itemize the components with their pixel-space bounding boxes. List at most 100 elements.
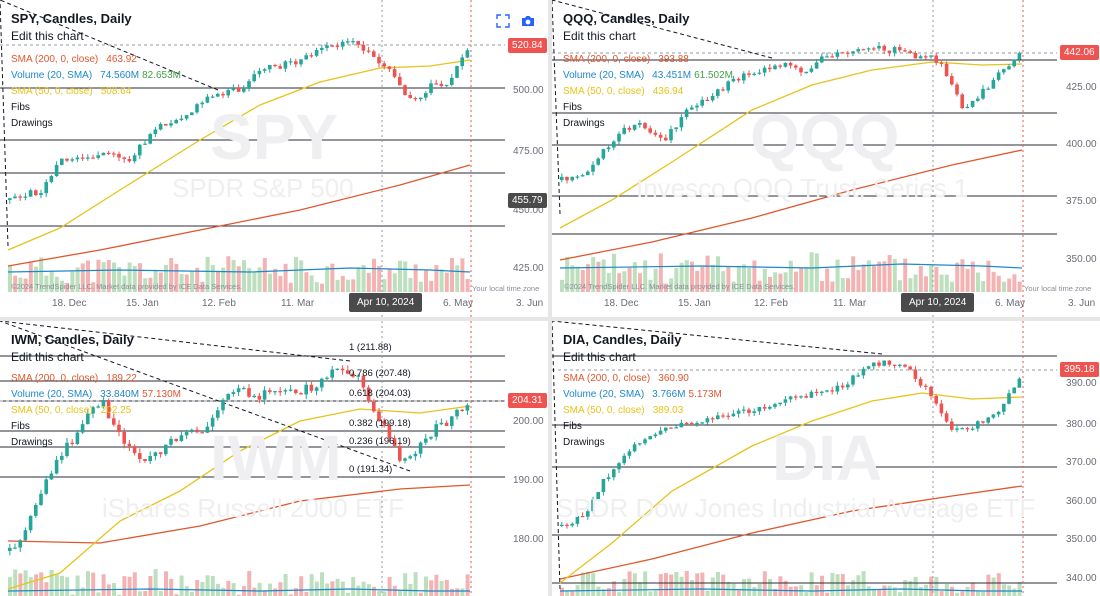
spy-volume-bar <box>200 281 205 292</box>
qqq-volume <box>559 252 1023 292</box>
qqq-volume-bar <box>705 255 710 292</box>
iwm-candle <box>413 453 418 457</box>
qqq-volume-bar <box>601 259 606 292</box>
iwm-legend-drawings[interactable]: Drawings <box>11 437 53 448</box>
dia-y-tick: 360.00 <box>1066 496 1097 507</box>
dia-volume-bar <box>612 581 616 596</box>
spy-candle <box>96 155 100 158</box>
qqq-volume-bar <box>996 275 1001 292</box>
spy-volume-bar <box>184 274 189 292</box>
spy-plot[interactable] <box>0 0 548 317</box>
iwm-volume-bar <box>34 574 38 596</box>
qqq-candle <box>856 49 860 52</box>
iwm-edit-chart-link[interactable]: Edit this chart <box>11 350 84 364</box>
spy-legend-sma50[interactable]: SMA (50, 0, close) 508.64 <box>11 86 132 97</box>
qqq-volume-bar <box>669 278 674 292</box>
dia-volume-bar <box>570 591 575 596</box>
iwm-last-price-tag: 204.31 <box>508 393 547 408</box>
chart-panel-dia[interactable]: DIA SPDR Dow Jones Industrial Average ET… <box>552 321 1100 596</box>
qqq-legend-fibs[interactable]: Fibs <box>563 102 582 113</box>
spy-volume-bar <box>424 270 428 292</box>
dia-candle <box>1007 393 1011 404</box>
dia-candle <box>695 422 699 425</box>
iwm-legend-volume[interactable]: Volume (20, SMA) 33.840M 57.130M <box>11 389 181 400</box>
qqq-volume-bar <box>721 271 726 292</box>
dia-legend-fibs[interactable]: Fibs <box>563 421 582 432</box>
spy-legend-fibs[interactable]: Fibs <box>11 102 30 113</box>
qqq-legend-sma50[interactable]: SMA (50, 0, close) 436.94 <box>563 86 684 97</box>
spy-volume-bar <box>460 258 465 292</box>
spy-candle <box>382 63 386 67</box>
dia-volume-bar <box>882 585 887 596</box>
qqq-volume-bar <box>851 256 856 292</box>
iwm-candle <box>340 368 345 371</box>
qqq-candle <box>825 56 829 58</box>
iwm-volume-bar <box>86 571 90 596</box>
camera-icon[interactable] <box>520 13 536 29</box>
qqq-volume-bar <box>986 260 991 292</box>
qqq-legend-drawings[interactable]: Drawings <box>563 118 605 129</box>
chart-panel-spy[interactable]: SPY SPDR S&P 500 SPY, Candles, Daily Edi… <box>0 0 548 317</box>
iwm-volume-bar <box>450 588 454 596</box>
qqq-plot[interactable] <box>552 0 1100 317</box>
chart-panel-qqq[interactable]: QQQ Invesco QQQ Trust, Series 1 QQQ, Can… <box>552 0 1100 317</box>
dia-trend-line <box>552 321 561 590</box>
spy-candle <box>372 51 376 57</box>
qqq-volume-bar <box>690 261 694 292</box>
spy-legend-sma200[interactable]: SMA (200, 0, close) 463.92 <box>11 54 137 65</box>
qqq-volume-bar <box>632 262 637 292</box>
iwm-candle <box>444 422 449 426</box>
qqq-candle <box>601 149 606 159</box>
dia-volume-bar <box>981 592 986 596</box>
qqq-volume-bar <box>814 253 819 292</box>
qqq-legend-sma200[interactable]: SMA (200, 0, close) 393.88 <box>563 54 689 65</box>
dia-candle <box>908 366 912 370</box>
qqq-legend-volume[interactable]: Volume (20, SMA) 43.451M 61.502M <box>563 70 733 81</box>
chart-panel-iwm[interactable]: IWM iShares Russell 2000 ETF IWM, Candle… <box>0 321 548 596</box>
spy-timezone[interactable]: Your local time zone <box>472 284 540 293</box>
spy-edit-chart-link[interactable]: Edit this chart <box>11 29 84 43</box>
dia-candles <box>560 360 1022 529</box>
dia-volume-bar <box>851 580 856 596</box>
spy-legend-volume[interactable]: Volume (20, SMA) 74.560M 82.653M <box>11 70 181 81</box>
qqq-edit-chart-link[interactable]: Edit this chart <box>563 29 636 43</box>
spy-candle <box>28 190 33 197</box>
qqq-candle <box>565 176 569 181</box>
expand-icon[interactable] <box>495 13 511 29</box>
iwm-candle <box>460 409 464 411</box>
qqq-candle <box>903 50 907 52</box>
qqq-candle <box>690 107 694 110</box>
iwm-plot[interactable] <box>0 321 548 596</box>
iwm-candle <box>320 378 324 388</box>
spy-volume-bar <box>174 263 179 292</box>
qqq-volume-bar <box>965 268 970 292</box>
dia-legend-sma50[interactable]: SMA (50, 0, close) 389.03 <box>563 405 684 416</box>
dia-legend-volume[interactable]: Volume (20, SMA) 3.766M 5.173M <box>563 389 722 400</box>
spy-candle <box>288 61 293 63</box>
iwm-legend-sma50[interactable]: SMA (50, 0, close) 202.25 <box>11 405 132 416</box>
dia-volume-bar <box>809 572 814 596</box>
iwm-candle <box>278 391 282 393</box>
iwm-trend-line <box>0 321 351 362</box>
dia-plot[interactable] <box>552 321 1100 596</box>
spy-candle <box>138 144 142 156</box>
iwm-legend-sma200[interactable]: SMA (200, 0, close) 189.22 <box>11 373 137 384</box>
dia-candle <box>612 469 616 478</box>
iwm-candle <box>49 473 54 480</box>
spy-volume-bar <box>252 271 257 292</box>
dia-candle <box>731 413 736 417</box>
iwm-candle <box>174 438 178 441</box>
qqq-timezone[interactable]: Your local time zone <box>1024 284 1092 293</box>
iwm-candle <box>216 410 220 418</box>
spy-candle <box>377 56 381 64</box>
iwm-legend-fibs[interactable]: Fibs <box>11 421 30 432</box>
iwm-volume-bar <box>143 591 148 596</box>
spy-volume-bar <box>299 260 304 292</box>
dia-edit-chart-link[interactable]: Edit this chart <box>563 350 636 364</box>
dia-candle <box>898 364 902 366</box>
dia-legend-sma200[interactable]: SMA (200, 0, close) 360.90 <box>563 373 689 384</box>
qqq-volume-bar <box>898 280 902 292</box>
dia-candle <box>658 430 663 435</box>
spy-legend-drawings[interactable]: Drawings <box>11 118 53 129</box>
dia-legend-drawings[interactable]: Drawings <box>563 437 605 448</box>
